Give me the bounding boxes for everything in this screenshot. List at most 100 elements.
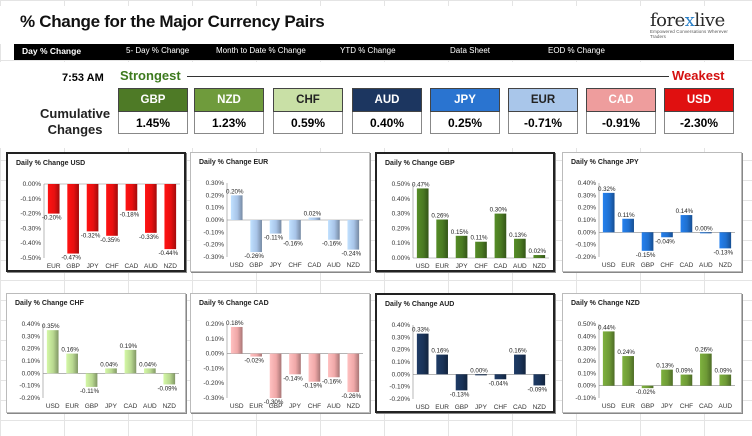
y-tick-label: 0.20% bbox=[578, 358, 597, 365]
x-tick-label: JPY bbox=[475, 404, 488, 411]
y-tick-label: -0.20% bbox=[19, 395, 40, 402]
data-label: 0.26% bbox=[431, 213, 449, 220]
bar-group bbox=[436, 219, 448, 258]
bar bbox=[641, 232, 654, 251]
y-tick-label: 0.30% bbox=[392, 334, 411, 341]
x-tick-label: EUR bbox=[65, 403, 79, 410]
bar-group bbox=[514, 238, 526, 258]
y-tick-label: 0.00% bbox=[578, 229, 597, 236]
nav-mtd-change[interactable]: Month to Date % Change bbox=[216, 46, 306, 55]
y-tick-label: 0.20% bbox=[392, 347, 411, 354]
bar-group bbox=[416, 188, 429, 258]
chart-title: Daily % Change CAD bbox=[199, 300, 269, 307]
bar bbox=[230, 326, 243, 354]
x-tick-label: JPY bbox=[456, 263, 469, 270]
data-label: 0.09% bbox=[715, 368, 733, 375]
chart-panel-chf: Daily % Change CHF 0.40% 0.30% 0.20% 0.10% 0… bbox=[6, 293, 186, 413]
x-tick-label: USD bbox=[46, 403, 60, 410]
chart-title: Daily % Change EUR bbox=[199, 159, 269, 166]
bar bbox=[436, 219, 448, 258]
bar-group bbox=[455, 374, 468, 391]
x-tick-label: USD bbox=[602, 262, 616, 269]
y-tick-label: -0.10% bbox=[203, 229, 224, 236]
x-tick-label: EUR bbox=[435, 404, 449, 411]
chart-aud: 0.40% 0.30% 0.20% 0.10% 0.00% -0.10% -0.20% 0.3… bbox=[389, 322, 549, 411]
data-label: 0.32% bbox=[598, 186, 616, 193]
data-label: 0.00% bbox=[470, 367, 488, 374]
bar bbox=[125, 184, 138, 211]
chart-chf: 0.40% 0.30% 0.20% 0.10% 0.00% -0.10% -0.20% 0.3… bbox=[19, 321, 179, 410]
chart-gbp: 0.50% 0.40% 0.30% 0.20% 0.10% 0.00% 0.47% USD 0.… bbox=[392, 181, 549, 270]
y-tick-label: 0.10% bbox=[22, 358, 41, 365]
nav-data-sheet[interactable]: Data Sheet bbox=[450, 46, 491, 55]
bar-group bbox=[269, 353, 282, 398]
data-label: -0.19% bbox=[303, 383, 323, 390]
data-label: -0.32% bbox=[81, 232, 101, 239]
bar bbox=[308, 217, 321, 220]
nav-ytd-change[interactable]: YTD % Change bbox=[340, 46, 396, 55]
data-label: -0.26% bbox=[244, 253, 264, 260]
y-tick-label: -0.10% bbox=[389, 384, 410, 391]
y-tick-label: 0.30% bbox=[392, 211, 411, 218]
nav-eod-change[interactable]: EOD % Change bbox=[548, 46, 605, 55]
nav-bar: Day % Change 5- Day % Change Month to Da… bbox=[14, 44, 734, 60]
pair-value: -0.91% bbox=[586, 112, 656, 134]
data-label: -0.09% bbox=[527, 386, 547, 393]
x-tick-label: USD bbox=[416, 263, 430, 270]
bar-group bbox=[680, 374, 693, 386]
nav-5day-change[interactable]: 5- Day % Change bbox=[126, 46, 190, 55]
x-tick-label: USD bbox=[602, 403, 616, 410]
chart-usd: 0.00%-0.10%-0.20%-0.30%-0.40%-0.50%-0.20… bbox=[20, 181, 180, 270]
y-tick-label: -0.20% bbox=[575, 254, 596, 261]
bar bbox=[719, 232, 732, 249]
bar bbox=[144, 368, 156, 374]
bar-group bbox=[622, 218, 634, 233]
y-tick-label: -0.20% bbox=[203, 380, 224, 387]
bar-group bbox=[436, 354, 448, 375]
bar bbox=[67, 184, 79, 254]
bar-group bbox=[85, 373, 98, 387]
bar-group bbox=[328, 220, 340, 240]
bar-group bbox=[308, 353, 321, 382]
bar bbox=[475, 241, 487, 258]
bar bbox=[514, 354, 526, 375]
y-tick-label: -0.10% bbox=[19, 383, 40, 390]
bar-group bbox=[416, 333, 429, 375]
bar bbox=[145, 184, 157, 233]
y-tick-label: -0.20% bbox=[20, 211, 41, 218]
x-tick-label: CAD bbox=[680, 262, 694, 269]
pair-value: 0.25% bbox=[430, 112, 500, 134]
bar-group bbox=[47, 184, 60, 214]
y-tick-label: 0.10% bbox=[206, 205, 225, 212]
y-tick-label: 0.00% bbox=[22, 370, 41, 377]
y-tick-label: 0.30% bbox=[22, 333, 41, 340]
data-label: 0.16% bbox=[509, 348, 527, 355]
nav-day-change[interactable]: Day % Change bbox=[22, 46, 82, 56]
bar bbox=[622, 218, 634, 233]
y-tick-label: -0.20% bbox=[389, 396, 410, 403]
data-label: 0.44% bbox=[598, 324, 616, 331]
chart-cad: 0.20% 0.10% 0.00% -0.10% -0.20% -0.30% 0.18% US… bbox=[203, 320, 363, 410]
pair-name: USD bbox=[664, 88, 734, 112]
x-tick-label: AUD bbox=[327, 403, 341, 410]
bar-group bbox=[125, 184, 138, 211]
x-tick-label: CAD bbox=[699, 403, 713, 410]
x-tick-label: CAD bbox=[513, 404, 527, 411]
bar bbox=[494, 213, 507, 258]
x-tick-label: AUD bbox=[513, 263, 527, 270]
x-tick-label: AUD bbox=[718, 403, 732, 410]
weakest-label: Weakest bbox=[672, 68, 725, 83]
timestamp: 7:53 AM bbox=[62, 72, 104, 84]
data-label: 0.09% bbox=[676, 368, 694, 375]
cumulative-label: Cumulative Changes bbox=[40, 106, 110, 138]
bar-group bbox=[641, 385, 654, 389]
bar bbox=[602, 331, 615, 386]
x-tick-label: NZD bbox=[163, 403, 177, 410]
y-tick-label: 0.10% bbox=[206, 336, 225, 343]
bar bbox=[86, 184, 99, 232]
bar bbox=[46, 330, 59, 374]
bar-group bbox=[494, 213, 507, 258]
title-bar: % Change for the Major Currency Pairs fo… bbox=[0, 6, 752, 44]
bar bbox=[328, 220, 340, 240]
data-label: -0.14% bbox=[283, 375, 303, 382]
